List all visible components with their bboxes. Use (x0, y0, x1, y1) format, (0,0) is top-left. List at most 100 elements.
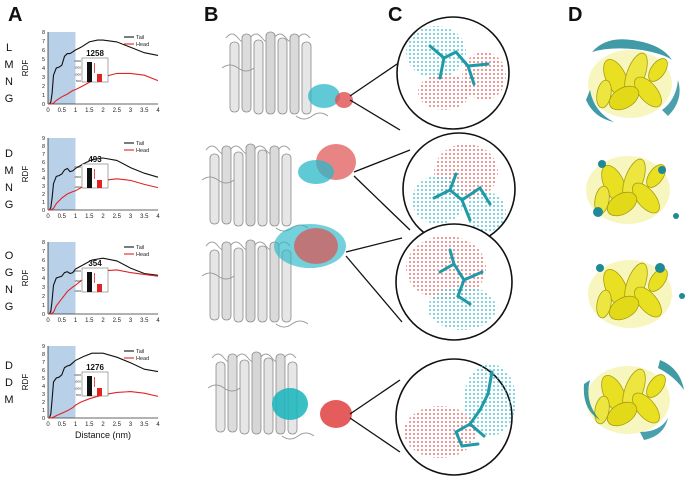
y-tick-label: 7 (42, 249, 45, 255)
inset-tick-label: 500 (76, 79, 81, 83)
zoom-circle-ogng (395, 223, 513, 341)
inset-tick-label: 2000 (74, 269, 81, 273)
y-tick-label: 3 (42, 75, 45, 81)
y-tick-label: 4 (42, 384, 45, 390)
inset-tick-label: 1000 (74, 289, 81, 293)
inset-tick-label: 1500 (74, 175, 81, 179)
legend-label: Tail (136, 141, 144, 147)
y-tick-label: 6 (42, 48, 45, 54)
legend-label: Tail (136, 349, 144, 355)
y-tick-label: 7 (42, 39, 45, 45)
zoom-connectors (345, 61, 411, 453)
y-tick-label: 9 (42, 344, 45, 350)
y-tick-label: 4 (42, 66, 45, 72)
series-line-head (48, 72, 159, 105)
shaded-region (48, 346, 76, 418)
x-tick-label: 2 (101, 214, 105, 220)
y-tick-label: 3 (42, 285, 45, 291)
x-tick-label: 3.5 (140, 318, 149, 324)
inset-tick-label: 1500 (74, 380, 81, 384)
density-map-dmng (585, 155, 679, 225)
inset-bar-head (97, 180, 102, 188)
inset-value-label: 1276 (86, 363, 104, 372)
zoom-circle-lmng (396, 16, 510, 130)
x-tick-label: 0.5 (58, 318, 67, 324)
y-tick-label: 5 (42, 168, 45, 174)
y-axis-label: RDF (21, 166, 30, 183)
y-tick-label: 0 (42, 312, 45, 318)
legend-label: Head (136, 356, 149, 362)
x-tick-label: 2.5 (113, 108, 122, 114)
y-tick-label: 7 (42, 152, 45, 158)
y-tick-label: 3 (42, 184, 45, 190)
inset-bar-tail (87, 62, 92, 82)
x-tick-label: 3.5 (140, 422, 149, 428)
inset-value-label: 354 (88, 259, 102, 268)
y-tick-label: 9 (42, 136, 45, 142)
inset-value-label: 1258 (86, 49, 104, 58)
x-tick-label: 0 (46, 214, 50, 220)
y-tick-label: 8 (42, 30, 45, 36)
legend-label: Tail (136, 245, 144, 251)
x-tick-label: 3 (129, 108, 133, 114)
series-line-head (48, 269, 159, 315)
series-line-tail (48, 39, 159, 105)
inset-bar-head (97, 284, 102, 292)
y-tick-label: 5 (42, 57, 45, 63)
x-tick-label: 1 (74, 422, 78, 428)
y-tick-label: 8 (42, 352, 45, 358)
inset-value-label: 493 (88, 155, 102, 164)
protein-render-dmng (201, 143, 356, 232)
y-tick-label: 1 (42, 93, 45, 99)
inset-tick-label: 1000 (74, 185, 81, 189)
panel-letter-d: D (568, 4, 583, 26)
y-tick-label: 0 (42, 416, 45, 422)
y-tick-label: 8 (42, 240, 45, 246)
x-tick-label: 1.5 (85, 318, 94, 324)
y-tick-label: 4 (42, 276, 45, 282)
x-tick-label: 0.5 (58, 214, 67, 220)
x-tick-label: 2.5 (113, 422, 122, 428)
series-line-tail (48, 157, 159, 211)
panel-letter-a: A (8, 4, 23, 26)
legend-label: Tail (136, 35, 144, 41)
density-map-lmng (586, 39, 680, 122)
zoom-circle-dmng (402, 132, 516, 246)
x-tick-label: 1 (74, 108, 78, 114)
x-tick-label: 3.5 (140, 214, 149, 220)
y-tick-label: 2 (42, 84, 45, 90)
inset-bar-head (97, 388, 102, 396)
y-tick-label: 1 (42, 303, 45, 309)
inset-tick-label: 2000 (74, 165, 81, 169)
protein-render-ddm (207, 351, 352, 440)
x-tick-label: 4 (156, 108, 160, 114)
x-tick-label: 2.5 (113, 318, 122, 324)
y-axis-label: RDF (21, 60, 30, 77)
legend-label: Head (136, 42, 149, 48)
x-tick-label: 3.5 (140, 108, 149, 114)
x-tick-label: 3 (129, 214, 133, 220)
inset-tick-label: 1500 (74, 279, 81, 283)
inset-tick-label: 1500 (74, 66, 81, 70)
x-tick-label: 4 (156, 214, 160, 220)
y-tick-label: 6 (42, 368, 45, 374)
inset-bar-head (97, 74, 102, 82)
panel-letter-b: B (204, 4, 219, 26)
x-tick-label: 0.5 (58, 422, 67, 428)
y-tick-label: 0 (42, 208, 45, 214)
x-tick-label: 1.5 (85, 422, 94, 428)
inset-bar-tail (87, 272, 92, 292)
x-tick-label: 1.5 (85, 108, 94, 114)
y-tick-label: 5 (42, 267, 45, 273)
x-tick-label: 3 (129, 422, 133, 428)
x-tick-label: 1 (74, 318, 78, 324)
y-axis-label: RDF (21, 270, 30, 287)
y-tick-label: 8 (42, 144, 45, 150)
x-tick-label: 2 (101, 318, 105, 324)
